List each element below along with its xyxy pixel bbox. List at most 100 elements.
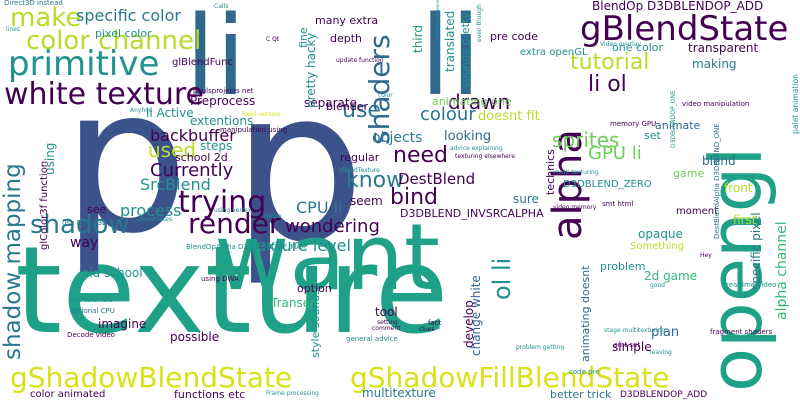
word-use: use <box>342 98 381 123</box>
word-simple: simple <box>612 340 652 354</box>
word-glblendfunc: glBlendFunc <box>172 57 233 68</box>
word-texture: texture <box>15 222 449 361</box>
word-shadow-mapping: shadow mapping <box>0 163 26 360</box>
word-many-extra: many extra <box>315 14 379 27</box>
word-translated: translated <box>443 10 457 72</box>
word-currently: Currently <box>150 160 234 181</box>
word-blend: blend <box>702 154 736 168</box>
word-realtime-video: realtime video <box>726 281 777 289</box>
word-pixel-color: pixel color <box>95 27 152 40</box>
word-p: p <box>232 44 366 289</box>
word-first: first <box>733 213 757 227</box>
word-manipulation-using: manipulation using <box>220 126 288 134</box>
word-using-dwa: using DWA <box>201 275 239 283</box>
word-calls: Calls <box>214 3 229 10</box>
word-palet-animation: palet animation <box>791 74 800 134</box>
word-cpu-li: CPU li <box>296 198 343 217</box>
word-lines: lines <box>6 26 20 33</box>
word-sounds-pretty: sounds pretty <box>459 12 472 88</box>
word-video-memory: video memory <box>553 204 597 211</box>
word-noble: Noble <box>264 213 282 220</box>
word-d3dblend-invsrcalpha: D3DBLEND_INVSRCALPHA <box>400 207 544 220</box>
word-regular: regular <box>340 151 380 164</box>
word-d3dblend-zero: D3DBLEND_ZERO <box>563 179 652 190</box>
word-comment: comment <box>372 325 401 332</box>
word-setting: setting <box>377 319 398 326</box>
word-depth: depth <box>330 32 363 45</box>
word-use-direct3d: use Direct3D <box>62 219 108 227</box>
word-transer: Transer <box>271 296 316 310</box>
word-2d-game: 2d game <box>644 269 698 283</box>
word-li-active: li Active <box>146 106 194 120</box>
word-drawn: drawn <box>448 90 511 114</box>
word-d3dblendop-add: D3DBLENDOP_ADD <box>620 390 708 400</box>
word-white-texture: white texture <box>4 77 204 112</box>
word-doesnt-fit: doesnt fit <box>478 109 540 124</box>
word-paulsprojects-net: paulsprojects net <box>193 87 254 95</box>
word-animating-doesnt: animating doesnt <box>579 265 592 362</box>
word-transparent: transparent <box>688 41 759 55</box>
word-better-trick: better trick <box>550 388 612 400</box>
word-possible: possible <box>170 330 220 344</box>
word-multi-texturing: multi texturing <box>554 169 599 176</box>
word-good: good <box>650 282 665 289</box>
word-trying: trying <box>178 185 267 220</box>
word-destblendalpha-d3dblend-one: DestBlendAlpha D3DBLEND_ONE <box>713 123 721 239</box>
word-extentions: extentions <box>190 114 254 128</box>
word-option: option <box>297 282 332 295</box>
word-moment: moment <box>676 206 719 217</box>
word-shaders: shaders <box>363 34 396 145</box>
word-anyhoo: Anyhoo <box>130 107 153 114</box>
word-functions-etc: functions etc <box>174 388 246 400</box>
word-blendop-d3dblendop-add: BlendOp D3DBLENDOP_ADD <box>592 0 764 13</box>
word-fine: fine <box>297 27 310 48</box>
word-memory-gpu: memory GPU <box>610 120 657 128</box>
word-destblend: DestBlend <box>398 170 476 188</box>
word-problem-getting: problem getting <box>516 344 565 351</box>
word-texturing-elsewhere: texturing elsewhere <box>455 153 515 160</box>
word-sprites: sprites <box>552 128 620 152</box>
word-smt-html: smt html <box>602 200 634 208</box>
word-imagine: imagine <box>98 317 147 331</box>
word-gshadowblendstate: gShadowBlendState <box>10 361 293 394</box>
word-shadow: shadow <box>30 210 130 240</box>
word-coordinates: coordinates <box>137 216 173 223</box>
word-general-advice: general advice <box>346 335 398 343</box>
word-want: want <box>214 204 441 311</box>
word-srcblend: SrcBlend <box>140 175 211 194</box>
word-backbuffer: backbuffer <box>150 126 236 145</box>
word-third: third <box>411 25 425 53</box>
word-glbindtexture: glBindTexture <box>339 167 380 174</box>
word-extra-opengl: extra openGL <box>520 47 588 58</box>
word-separate: separate <box>304 96 357 110</box>
word-blendopalpha-d3dblendop-max: BlendOpAlpha D3DBLENDOP_MAX <box>186 243 306 251</box>
word-school-2d: school 2d <box>175 151 228 164</box>
word-smt-set: smt set <box>614 341 641 349</box>
word-need: need <box>393 143 448 168</box>
word-problem: problem <box>600 260 646 273</box>
word-d3dblendop-one: D3DBLENDOP_ONE <box>670 90 677 148</box>
word-color-channel: color channel <box>26 26 202 56</box>
word-blender: blender <box>326 100 369 113</box>
word-fragment-shaders: fragment shaders <box>710 328 773 336</box>
word-fixed-version: fixed version <box>242 111 281 118</box>
word-li: li <box>420 0 482 120</box>
word-pre-code: pre code <box>490 30 539 43</box>
word-color: color <box>378 92 393 99</box>
word-know: know <box>346 168 405 193</box>
word-net-tutorials: net tutorials <box>70 296 113 304</box>
word-tool: tool <box>375 305 398 319</box>
word-li: li <box>185 0 247 120</box>
word-change-white: change white <box>469 275 483 356</box>
word-sure: sure <box>513 192 539 206</box>
word-c-qt: C Qt <box>266 36 280 43</box>
word-video-overlay: Video overlay <box>600 41 641 48</box>
word-set: set <box>644 129 661 142</box>
word-alpha-channel: alpha channel <box>774 221 790 320</box>
word-animating-one: animating one <box>432 95 512 108</box>
word-following-sequence: following sequence <box>435 0 440 38</box>
word-specific-color: specific color <box>76 6 181 25</box>
word-bind: bind <box>390 185 438 210</box>
word-using-vertex: using vertex <box>214 207 252 214</box>
word-wondering: wondering <box>285 216 380 237</box>
